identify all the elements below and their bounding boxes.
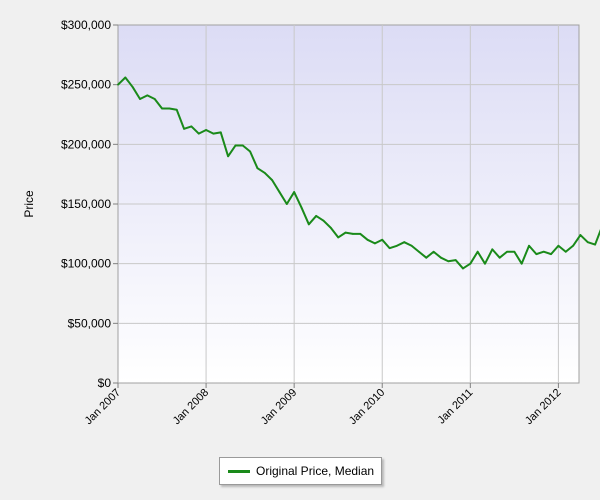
data-point [454,259,457,261]
data-point [506,250,508,253]
data-point [579,234,582,236]
y-tick-label: $300,000 [61,18,111,32]
data-point [161,107,163,110]
legend-label: Original Price, Median [256,464,375,478]
y-axis-label: Price [22,190,36,218]
data-point [586,241,589,244]
data-point [307,223,310,226]
y-tick-label: $200,000 [61,137,111,151]
data-point [476,250,479,253]
data-point [557,244,560,247]
data-point [520,262,523,265]
data-point [396,244,398,247]
data-point [403,241,406,244]
data-point [329,226,332,229]
data-point [131,86,134,88]
x-tick-label: Jan 2009 [259,387,299,427]
data-point [337,236,340,239]
legend-swatch [228,469,250,473]
data-point [462,267,464,270]
y-tick-label: $0 [98,376,112,390]
data-point [256,167,259,170]
data-point [542,250,545,253]
data-point [388,247,391,250]
data-point [550,253,552,256]
x-tick-label: Jan 2007 [83,387,123,427]
x-axis-ticks: Jan 2007 Jan 2008 Jan 2009 Jan 2010 Jan 2011… [83,383,564,427]
data-point [227,155,230,158]
data-point [139,98,141,100]
data-point [263,172,266,174]
x-tick-label: Jan 2008 [171,387,211,427]
data-point [491,248,494,251]
data-point [351,232,354,235]
data-point [168,107,171,110]
data-point [175,108,178,111]
gridlines [118,25,579,383]
data-point [322,219,325,222]
data-point [564,250,567,253]
data-point [447,260,450,263]
data-point [117,83,119,86]
data-point [344,231,347,234]
data-point [528,244,530,247]
data-point [153,98,156,100]
x-tick-label: Jan 2011 [436,387,476,427]
data-point [190,125,193,128]
data-point [271,179,274,182]
y-tick-label: $150,000 [61,197,111,211]
data-point [594,243,596,246]
data-point [241,144,244,147]
data-point [249,150,252,153]
x-tick-label: Jan 2010 [347,387,387,427]
data-point [535,253,538,256]
series-points [117,76,596,270]
data-point [293,191,296,193]
data-point [425,256,428,259]
data-point [381,238,384,241]
data-point [300,206,303,209]
data-point [183,127,185,130]
data-point [410,244,413,247]
y-tick-label: $50,000 [68,316,112,330]
data-point [315,215,318,217]
data-point [124,76,127,79]
legend: Original Price, Median [219,457,382,485]
series-line-original-price-median [117,76,600,270]
data-point [278,191,281,193]
data-point [374,242,376,245]
data-point [359,232,362,235]
data-point [146,94,149,97]
data-point [432,250,435,253]
data-point [219,131,222,134]
data-point [418,250,420,253]
data-point [205,129,207,131]
data-point [513,250,516,253]
y-tick-label: $100,000 [61,257,111,271]
data-point [440,256,442,259]
y-axis-ticks: $0 $50,000 $100,000 $150,000 $200,000 $250,00… [61,18,118,390]
data-point [484,262,486,265]
data-point [212,132,215,135]
x-tick-label: Jan 2012 [523,387,563,427]
y-tick-label: $250,000 [61,78,111,92]
data-point [498,256,501,259]
data-point [469,262,472,265]
data-point [366,238,369,241]
data-point [285,203,288,205]
data-point [572,244,574,247]
data-point [197,132,200,135]
data-point [234,144,237,147]
